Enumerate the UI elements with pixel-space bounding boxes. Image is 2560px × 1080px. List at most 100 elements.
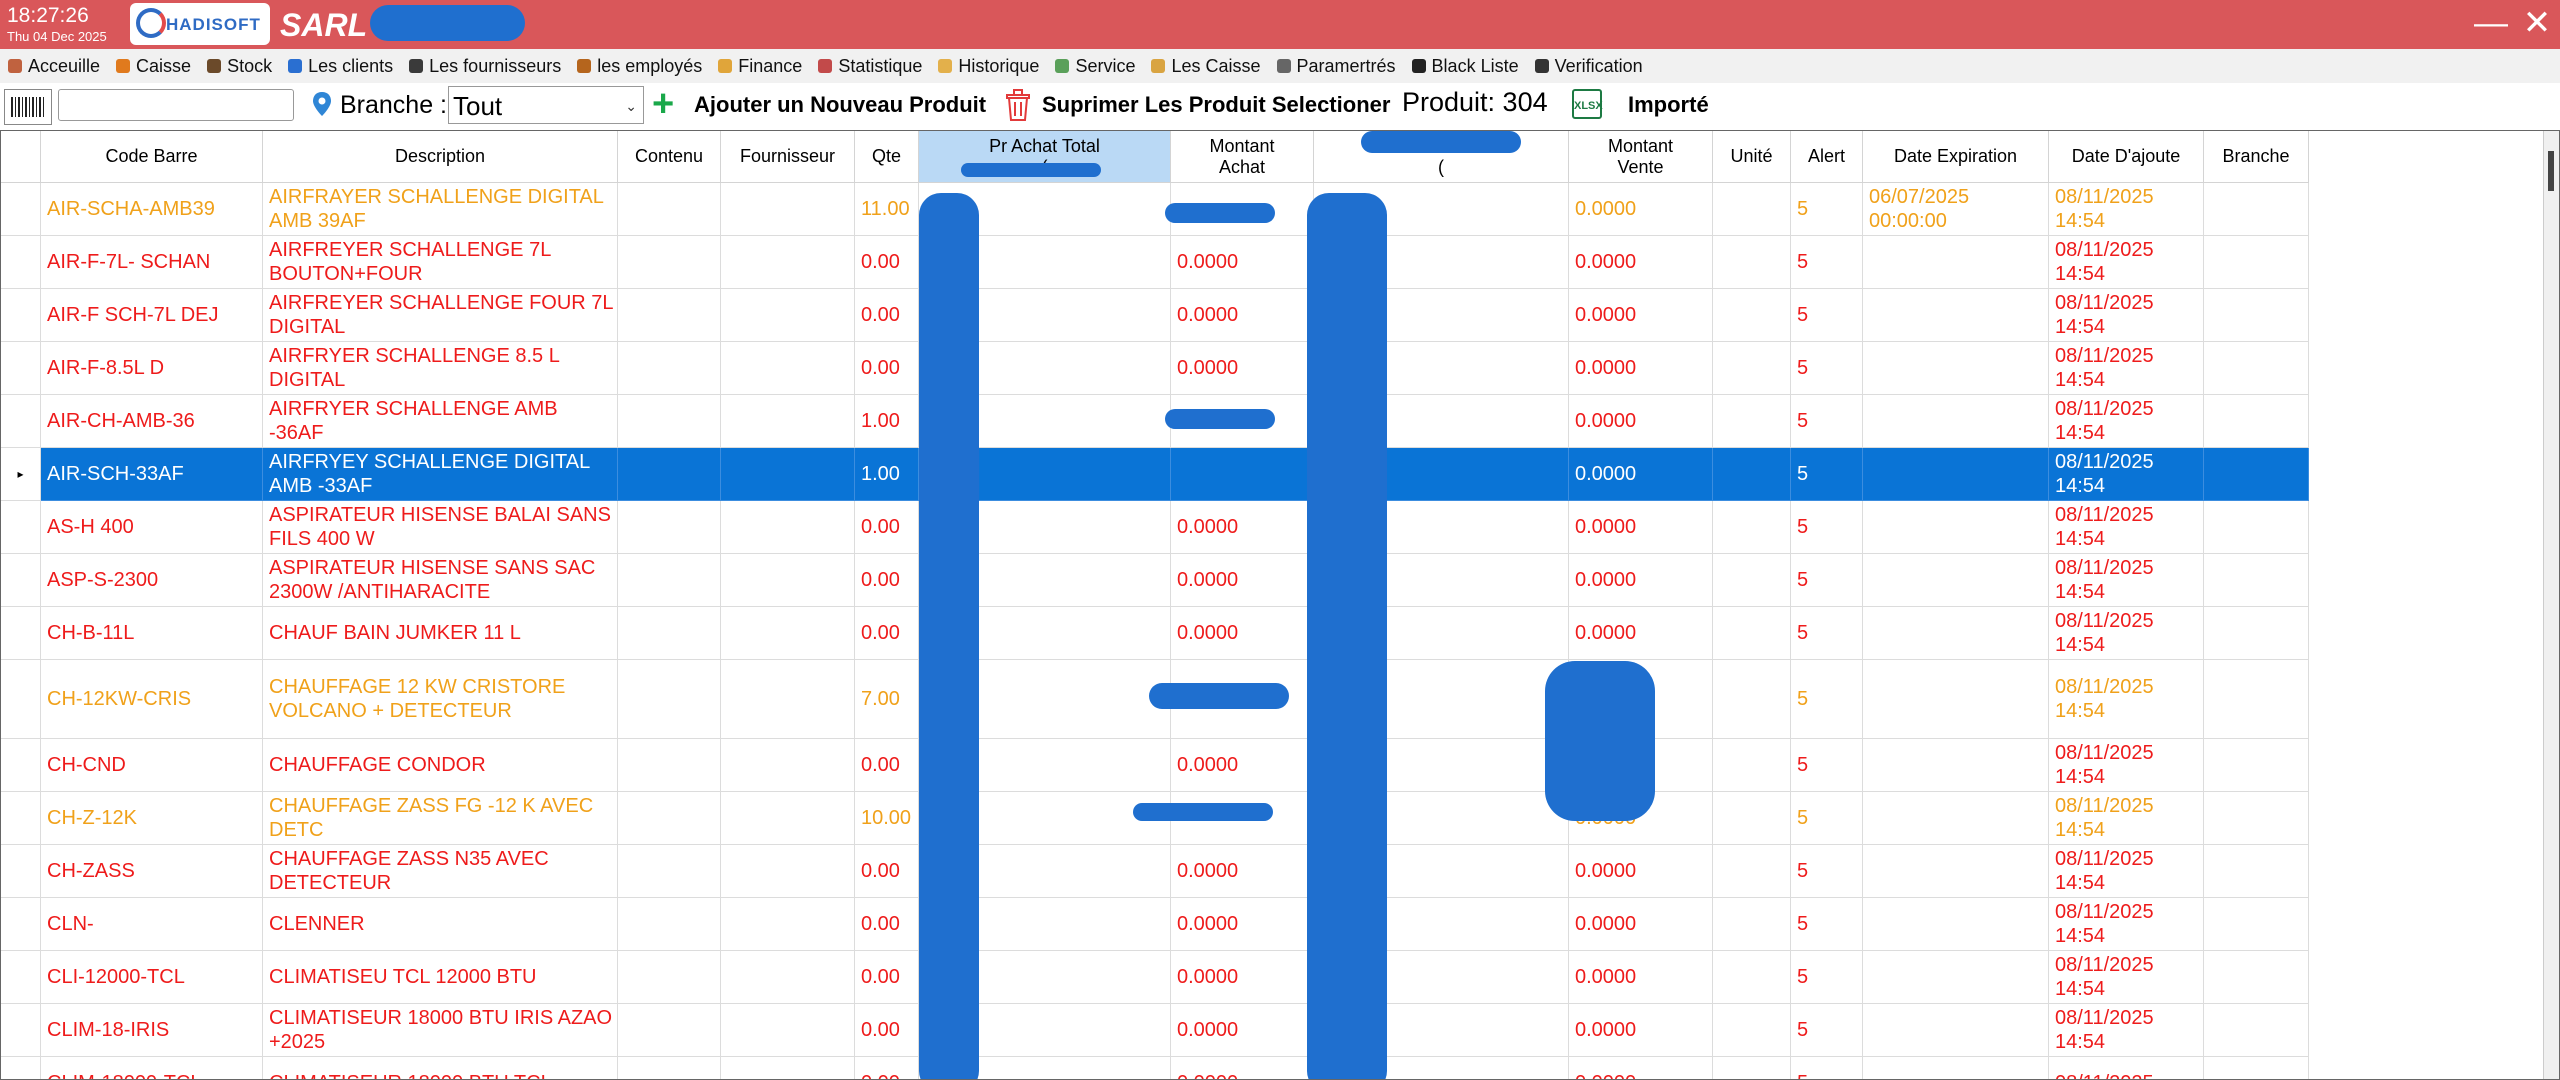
cell-fournisseur[interactable] xyxy=(721,898,855,951)
cell-date-ajoute[interactable]: 08/11/2025 14:54 xyxy=(2049,660,2204,739)
cell-contenu[interactable] xyxy=(618,236,721,289)
cell-alert[interactable]: 5 xyxy=(1791,898,1863,951)
menu-item-caisse[interactable]: Caisse xyxy=(116,56,191,77)
cell-fournisseur[interactable] xyxy=(721,395,855,448)
table-row[interactable]: CLI-12000-TCL CLIMATISEU TCL 12000 BTU 0.0… xyxy=(1,951,2309,1004)
cell-unite[interactable] xyxy=(1713,395,1791,448)
cell-unite[interactable] xyxy=(1713,289,1791,342)
cell-qte[interactable]: 10.00 xyxy=(855,792,919,845)
cell-unite[interactable] xyxy=(1713,342,1791,395)
cell-branche[interactable] xyxy=(2204,898,2309,951)
cell-qte[interactable]: 0.00 xyxy=(855,236,919,289)
cell-code-barre[interactable]: AIR-F SCH-7L DEJ xyxy=(41,289,263,342)
cell-contenu[interactable] xyxy=(618,342,721,395)
cell-contenu[interactable] xyxy=(618,395,721,448)
cell-montant-vente[interactable]: 0.0000 xyxy=(1569,951,1713,1004)
column-header-alert[interactable]: Alert xyxy=(1791,131,1863,183)
cell-contenu[interactable] xyxy=(618,898,721,951)
cell-montant-achat[interactable]: 0.0000 xyxy=(1171,1057,1314,1079)
cell-pr-vente-total[interactable] xyxy=(1314,951,1569,1004)
cell-unite[interactable] xyxy=(1713,501,1791,554)
cell-alert[interactable]: 5 xyxy=(1791,554,1863,607)
table-row[interactable]: CLN- CLENNER 0.00 0.0000 0.0000 5 08/11/2025 1… xyxy=(1,898,2309,951)
cell-fournisseur[interactable] xyxy=(721,1004,855,1057)
cell-qte[interactable]: 0.00 xyxy=(855,1057,919,1079)
cell-montant-achat[interactable]: 0.0000 xyxy=(1171,898,1314,951)
cell-date-ajoute[interactable]: 08/11/2025 14:54 xyxy=(2049,607,2204,660)
cell-unite[interactable] xyxy=(1713,792,1791,845)
cell-description[interactable]: CHAUFFAGE 12 KW CRISTORE VOLCANO + DETEC… xyxy=(263,660,618,739)
cell-date-ajoute[interactable]: 08/11/2025 14:54 xyxy=(2049,845,2204,898)
cell-alert[interactable]: 5 xyxy=(1791,289,1863,342)
cell-date-ajoute[interactable]: 08/11/2025 14:54 xyxy=(2049,1004,2204,1057)
cell-unite[interactable] xyxy=(1713,554,1791,607)
cell-date-expiration[interactable] xyxy=(1863,236,2049,289)
cell-qte[interactable]: 0.00 xyxy=(855,845,919,898)
cell-description[interactable]: ASPIRATEUR HISENSE BALAI SANS FILS 400 W xyxy=(263,501,618,554)
table-row[interactable]: AIR-SCHA-AMB39 AIRFRAYER SCHALLENGE DIGIT… xyxy=(1,183,2309,236)
trash-icon[interactable] xyxy=(1004,88,1032,122)
cell-alert[interactable]: 5 xyxy=(1791,845,1863,898)
cell-contenu[interactable] xyxy=(618,554,721,607)
cell-date-expiration[interactable] xyxy=(1863,448,2049,501)
cell-pr-achat-total[interactable] xyxy=(919,554,1171,607)
cell-contenu[interactable] xyxy=(618,289,721,342)
cell-pr-achat-total[interactable] xyxy=(919,1004,1171,1057)
cell-unite[interactable] xyxy=(1713,448,1791,501)
cell-description[interactable]: AIRFREYER SCHALLENGE FOUR 7L DIGITAL xyxy=(263,289,618,342)
cell-branche[interactable] xyxy=(2204,448,2309,501)
cell-fournisseur[interactable] xyxy=(721,448,855,501)
cell-contenu[interactable] xyxy=(618,607,721,660)
cell-date-ajoute[interactable]: 08/11/2025 14:54 xyxy=(2049,342,2204,395)
cell-contenu[interactable] xyxy=(618,1004,721,1057)
row-header[interactable] xyxy=(1,739,41,792)
cell-pr-vente-total[interactable] xyxy=(1314,1057,1569,1079)
cell-date-expiration[interactable] xyxy=(1863,739,2049,792)
table-row[interactable]: AIR-F-7L- SCHAN AIRFREYER SCHALLENGE 7L B… xyxy=(1,236,2309,289)
cell-montant-achat[interactable]: 0.0000 xyxy=(1171,289,1314,342)
cell-pr-vente-total[interactable] xyxy=(1314,607,1569,660)
cell-date-ajoute[interactable]: 08/11/2025 14:54 xyxy=(2049,951,2204,1004)
row-header[interactable] xyxy=(1,1057,41,1079)
cell-unite[interactable] xyxy=(1713,607,1791,660)
cell-alert[interactable]: 5 xyxy=(1791,1057,1863,1079)
vertical-scrollbar[interactable] xyxy=(2543,131,2559,1079)
cell-code-barre[interactable]: CLI-12000-TCL xyxy=(41,951,263,1004)
cell-date-expiration[interactable] xyxy=(1863,1057,2049,1079)
cell-contenu[interactable] xyxy=(618,951,721,1004)
cell-date-ajoute[interactable]: 08/11/2025 14:54 xyxy=(2049,236,2204,289)
delete-selected-button[interactable]: Suprimer Les Produit Selectioner xyxy=(1042,92,1391,117)
row-header[interactable] xyxy=(1,395,41,448)
cell-unite[interactable] xyxy=(1713,660,1791,739)
cell-branche[interactable] xyxy=(2204,739,2309,792)
column-header-date-ajoute[interactable]: Date D'ajoute xyxy=(2049,131,2204,183)
cell-qte[interactable]: 0.00 xyxy=(855,951,919,1004)
cell-date-expiration[interactable] xyxy=(1863,898,2049,951)
table-row[interactable]: ▸ AIR-SCH-33AF AIRFRYEY SCHALLENGE DIGITAL… xyxy=(1,448,2309,501)
cell-date-expiration[interactable] xyxy=(1863,342,2049,395)
table-row[interactable]: CLIM-18-IRIS CLIMATISEUR 18000 BTU IRIS A… xyxy=(1,1004,2309,1057)
cell-description[interactable]: CHAUFFAGE CONDOR xyxy=(263,739,618,792)
cell-date-ajoute[interactable]: 08/11/2025 14:54 xyxy=(2049,739,2204,792)
cell-pr-vente-total[interactable] xyxy=(1314,289,1569,342)
cell-pr-vente-total[interactable] xyxy=(1314,845,1569,898)
table-row[interactable]: AIR-F-8.5L D AIRFRYER SCHALLENGE 8.5 L DI… xyxy=(1,342,2309,395)
row-header[interactable] xyxy=(1,501,41,554)
cell-unite[interactable] xyxy=(1713,1004,1791,1057)
branche-select[interactable]: Tout ⌄ xyxy=(448,86,644,124)
cell-fournisseur[interactable] xyxy=(721,845,855,898)
row-header[interactable] xyxy=(1,845,41,898)
close-button[interactable]: ✕ xyxy=(2522,4,2552,42)
cell-branche[interactable] xyxy=(2204,607,2309,660)
cell-qte[interactable]: 0.00 xyxy=(855,501,919,554)
cell-unite[interactable] xyxy=(1713,845,1791,898)
cell-montant-achat[interactable]: 0.0000 xyxy=(1171,554,1314,607)
row-header[interactable] xyxy=(1,289,41,342)
menu-item-stock[interactable]: Stock xyxy=(207,56,272,77)
table-row[interactable]: CH-ZASS CHAUFFAGE ZASS N35 AVEC DETECTEUR… xyxy=(1,845,2309,898)
cell-pr-achat-total[interactable] xyxy=(919,342,1171,395)
menu-item-verification[interactable]: Verification xyxy=(1534,56,1643,77)
cell-unite[interactable] xyxy=(1713,898,1791,951)
cell-montant-vente[interactable]: 0.0000 xyxy=(1569,1004,1713,1057)
